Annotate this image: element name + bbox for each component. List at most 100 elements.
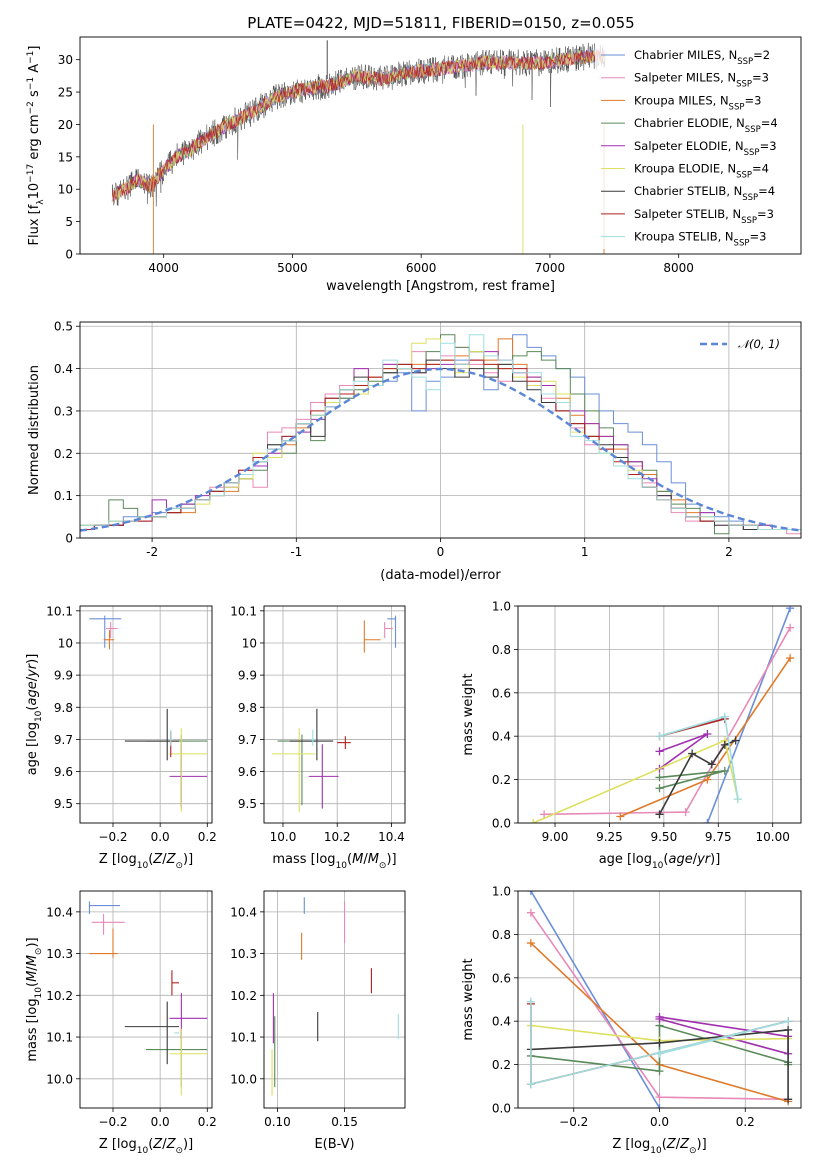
weight-marker [688, 749, 697, 758]
errorbar-point [103, 630, 115, 650]
y-tick-label: 10 [58, 636, 73, 650]
spectrum-plot-area [111, 40, 606, 254]
spectrum-line [111, 49, 606, 200]
label-part: mass [log [25, 998, 40, 1061]
label-part: =3 [752, 71, 769, 85]
y-tick-label: 9.6 [54, 765, 73, 779]
weight_vs_age-frame [517, 605, 802, 824]
x-tick-label: −0.2 [98, 1115, 127, 1129]
x-tick-label: 10.00 [756, 830, 790, 844]
errorbar-point [308, 744, 339, 809]
weight-marker [526, 939, 535, 948]
weight-marker [784, 1025, 793, 1034]
label-part: A [27, 64, 42, 77]
mass_vs_Z-axes: −0.2 0.0 0.210.010.110.210.310.4Z [log10(Z… [25, 890, 217, 1156]
label-part: ( [148, 1137, 153, 1152]
label-part: −2 [26, 101, 36, 114]
x-tick-label: 8000 [663, 261, 694, 275]
label-part: Flux [f [27, 204, 42, 245]
label-part: ⊙ [379, 861, 387, 871]
legend-label: Chabrier STELIB, NSSP=4 [634, 184, 775, 203]
label-part: =3 [760, 139, 777, 153]
x-axis-label: mass [log10(M/M⊙)] [272, 852, 396, 871]
label-part: 10 [137, 861, 149, 871]
label-part: 10 [27, 183, 42, 200]
weight-marker [720, 712, 729, 721]
subscript: SSP [729, 102, 745, 112]
x-tick-label: 0.2 [198, 830, 217, 844]
y-axis-label: Normed distribution [27, 365, 42, 495]
y-tick-label: 9.6 [238, 765, 257, 779]
weight-marker [655, 784, 664, 793]
weight-marker [786, 623, 795, 632]
x-tick-label: 1 [581, 545, 589, 559]
x-tick-label: 7000 [535, 261, 566, 275]
label-part: −17 [26, 164, 36, 183]
errorbar-point [363, 620, 381, 653]
legend-label: Kroupa MILES, NSSP=3 [634, 93, 761, 112]
y-tick-label: 10.0 [46, 1072, 73, 1086]
y-tick-label: 10 [242, 636, 257, 650]
y-tick-label: 9.8 [54, 701, 73, 715]
label-part: Z [166, 852, 177, 867]
errorbar-point [124, 1001, 179, 1065]
mass_vs_Z-frame [79, 890, 213, 1109]
subscript: SSP [741, 216, 757, 226]
label-part: Z [666, 1137, 677, 1152]
weight_vs_Z-plot-area [526, 891, 793, 1108]
label-part: =4 [752, 162, 769, 176]
x-tick-label: 0.0 [650, 1115, 669, 1129]
label-part: ( [347, 852, 352, 867]
label-part: =4 [758, 184, 775, 198]
legend-label: 𝒩(0, 1) [738, 337, 780, 351]
x-tick-label: 9.75 [705, 830, 732, 844]
x-tick-label: 0.2 [198, 1115, 217, 1129]
label-part: M [25, 955, 40, 966]
subscript: SSP [734, 239, 750, 249]
weight-marker [526, 908, 535, 917]
errorbar-point [124, 708, 179, 761]
mass_vs_ebv-plot-area [271, 897, 399, 1096]
age_vs_mass-frame [263, 605, 406, 824]
y-tick-label: 10.3 [46, 947, 73, 961]
label-part: Z [log [99, 852, 137, 867]
weight-marker [720, 766, 729, 775]
x-tick-label: 0.0 [151, 1115, 170, 1129]
label-part: Z [log [99, 1137, 137, 1152]
y-axis-label: mass weight [461, 673, 476, 755]
y-tick-label: 10.2 [46, 989, 73, 1003]
y-tick-label: 10.1 [46, 1031, 73, 1045]
age_vs_mass-axes: 10.0 10.2 10.4 9.5 9.6 9.7 9.8 9.9 10 10.1 mass [l… [230, 604, 406, 871]
x-tick-label: 10.0 [270, 830, 297, 844]
label-part: ⊙ [34, 948, 44, 956]
x-tick-label: 5000 [277, 261, 308, 275]
label-part: Chabrier MILES, N [634, 48, 737, 62]
label-part: / [162, 852, 167, 867]
errorbar-point [387, 615, 397, 648]
subscript: SSP [742, 193, 758, 203]
mass_vs_ebv-axes: 0.10 0.15 10.0 10.1 10.2 10.3 10.4 E(B-V) [230, 890, 406, 1152]
legend-label: Chabrier ELODIE, NSSP=4 [634, 116, 778, 135]
label-part: −1 [26, 77, 36, 90]
y-tick-label: 10.2 [230, 989, 257, 1003]
label-part: )] [25, 654, 40, 664]
age_vs_Z-plot-area [89, 615, 208, 812]
label-part: age [log [599, 852, 652, 867]
y-tick-label: 10.1 [46, 604, 73, 618]
subscript: SSP [744, 148, 760, 158]
x-tick-label: 6000 [406, 261, 437, 275]
y-tick-label: 0 [65, 532, 73, 546]
subscript: SSP [736, 171, 752, 181]
subscript: SSP [737, 57, 753, 67]
y-tick-label: 0.5 [54, 320, 73, 334]
label-part: ( [662, 1137, 667, 1152]
label-part: erg cm [27, 114, 42, 163]
label-part: )] [183, 1137, 193, 1152]
y-tick-label: 25 [58, 86, 73, 100]
label-part: 10 [137, 1146, 149, 1156]
label-part: s [27, 90, 42, 101]
weight-marker [681, 808, 690, 817]
errorbar-point [310, 729, 316, 746]
